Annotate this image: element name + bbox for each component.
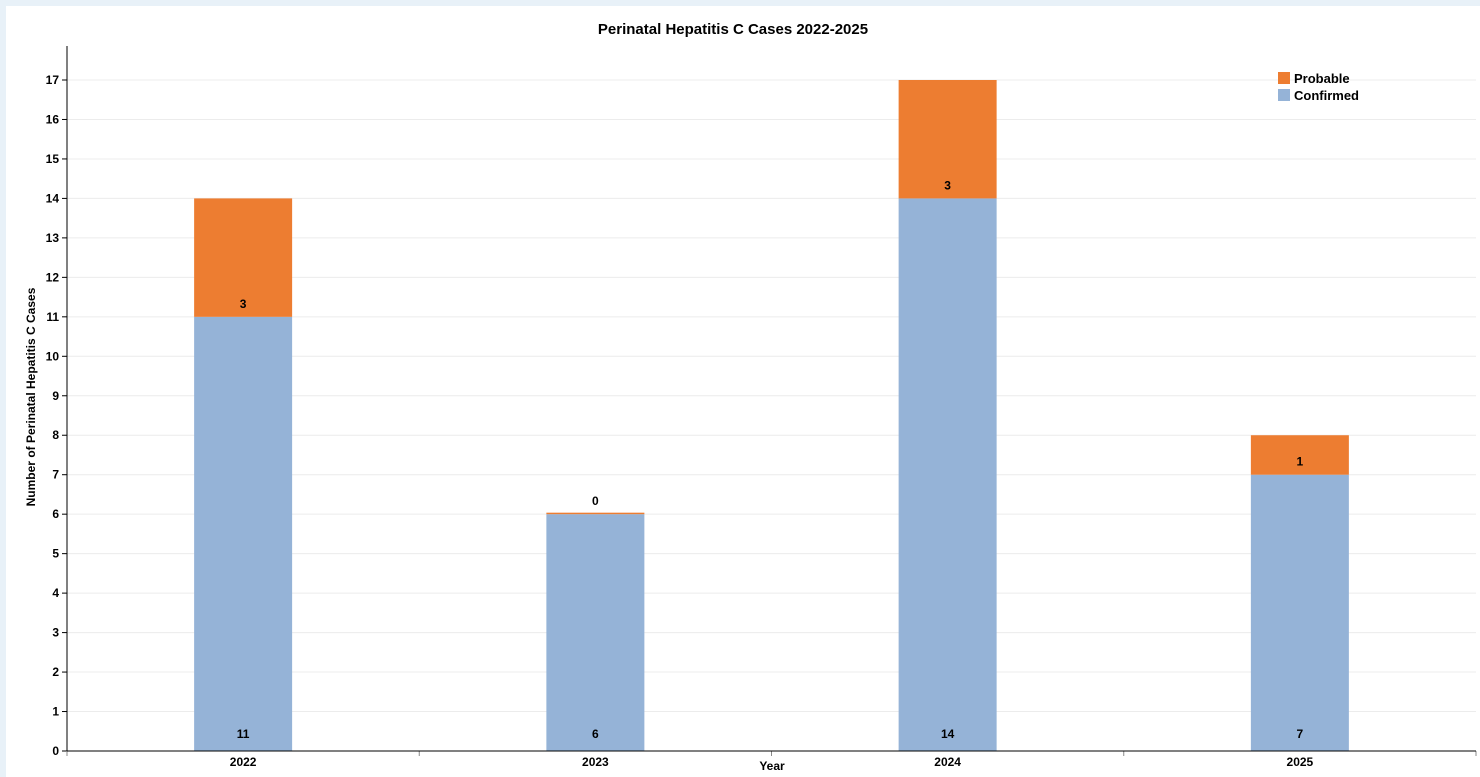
bar-probable-2022 — [194, 198, 293, 317]
bar-probable-2024 — [898, 80, 997, 199]
y-tick-label: 3 — [52, 626, 59, 640]
bars — [194, 80, 1349, 752]
y-tick-label: 7 — [52, 468, 59, 482]
x-tick-label: 2023 — [582, 755, 609, 769]
bar-confirmed-2022 — [194, 316, 293, 751]
y-tick-label: 13 — [46, 231, 60, 245]
y-tick-label: 14 — [46, 191, 60, 205]
y-tick-label: 10 — [46, 349, 60, 363]
legend-swatch-probable — [1278, 72, 1290, 84]
x-tick-label: 2024 — [934, 755, 961, 769]
y-tick-label: 15 — [46, 152, 60, 166]
y-tick-label: 0 — [52, 744, 59, 758]
gridlines — [67, 79, 1476, 713]
y-tick-label: 1 — [52, 705, 59, 719]
y-tick-label: 8 — [52, 428, 59, 442]
y-tick-label: 16 — [46, 112, 60, 126]
y-tick-label: 5 — [52, 547, 59, 561]
y-tick-label: 9 — [52, 389, 59, 403]
bar-probable-2025 — [1250, 435, 1349, 475]
bar-probable-2023 — [546, 512, 645, 515]
legend-swatch-confirmed — [1278, 89, 1290, 101]
bar-confirmed-2025 — [1250, 474, 1349, 751]
bar-confirmed-2023 — [546, 514, 645, 751]
labels: 0123456789101112131415161711320226020231… — [46, 73, 1314, 769]
data-label-probable-2022: 3 — [240, 297, 247, 311]
data-label-confirmed-2022: 11 — [237, 727, 250, 741]
y-tick-label: 2 — [52, 665, 59, 679]
y-tick-label: 6 — [52, 507, 59, 521]
y-axis-title: Number of Perinatal Hepatitis C Cases — [24, 287, 38, 506]
legend-label-probable: Probable — [1294, 71, 1350, 86]
data-label-confirmed-2025: 7 — [1297, 727, 1304, 741]
axes — [62, 46, 1477, 756]
x-tick-label: 2022 — [230, 755, 257, 769]
x-tick-label: 2025 — [1287, 755, 1314, 769]
chart-title: Perinatal Hepatitis C Cases 2022-2025 — [598, 21, 868, 38]
legend: Probable Confirmed — [1278, 71, 1359, 103]
y-tick-label: 12 — [46, 270, 60, 284]
y-tick-label: 11 — [46, 310, 59, 324]
data-label-probable-2023: 0 — [592, 494, 599, 508]
y-tick-label: 4 — [52, 586, 59, 600]
data-label-confirmed-2023: 6 — [592, 727, 599, 741]
legend-label-confirmed: Confirmed — [1294, 88, 1359, 103]
data-label-probable-2025: 1 — [1297, 455, 1304, 469]
x-axis-title: Year — [759, 759, 785, 773]
bar-confirmed-2024 — [898, 198, 997, 752]
data-label-confirmed-2024: 14 — [941, 727, 955, 741]
y-tick-label: 17 — [46, 73, 60, 87]
data-label-probable-2024: 3 — [944, 178, 951, 192]
